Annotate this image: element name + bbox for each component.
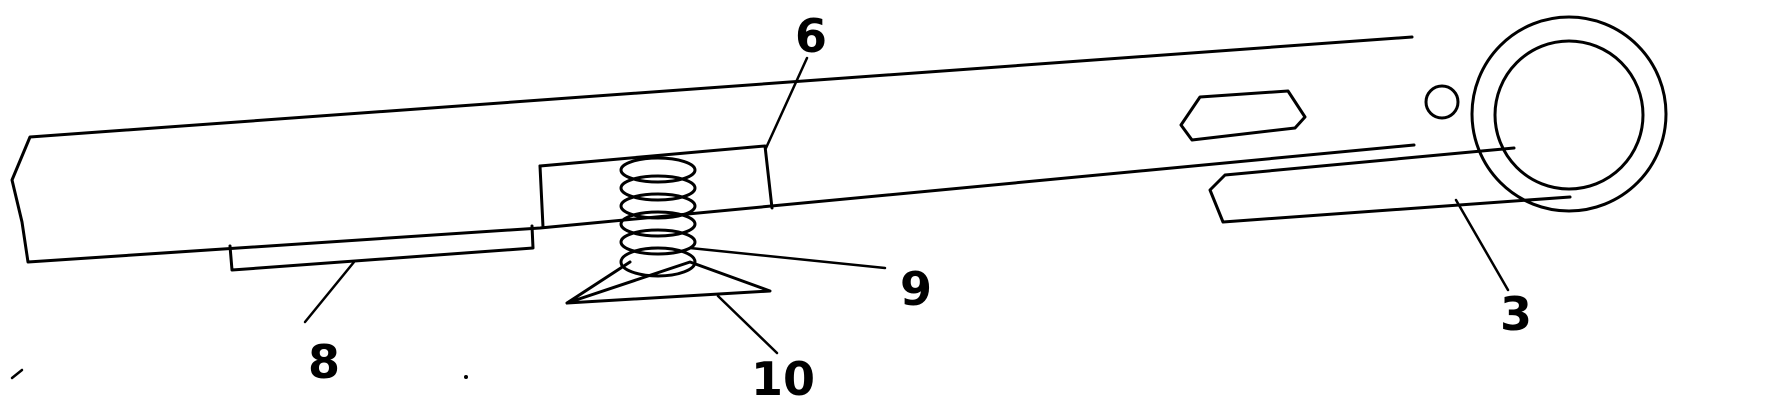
callout-6: 6	[795, 9, 827, 63]
spring-coils	[621, 158, 695, 276]
callout-9: 9	[900, 262, 932, 316]
mounting-block-left	[540, 166, 543, 227]
handle-slot	[1181, 91, 1305, 140]
leader-3	[1456, 200, 1508, 290]
leader-8	[305, 262, 354, 322]
callout-8: 8	[308, 335, 340, 389]
leader-6	[766, 58, 807, 148]
callout-10: 10	[751, 352, 815, 406]
stray-mark-2	[464, 375, 468, 379]
leader-10	[718, 296, 777, 353]
pivot-hole	[1426, 86, 1458, 118]
stray-mark-1	[12, 370, 22, 378]
conical-base	[567, 262, 770, 303]
callout-3: 3	[1500, 287, 1532, 341]
leader-9	[690, 248, 885, 268]
coil-5	[621, 230, 695, 254]
ring-end-inner	[1495, 41, 1643, 189]
ring-end-outer	[1472, 17, 1666, 211]
